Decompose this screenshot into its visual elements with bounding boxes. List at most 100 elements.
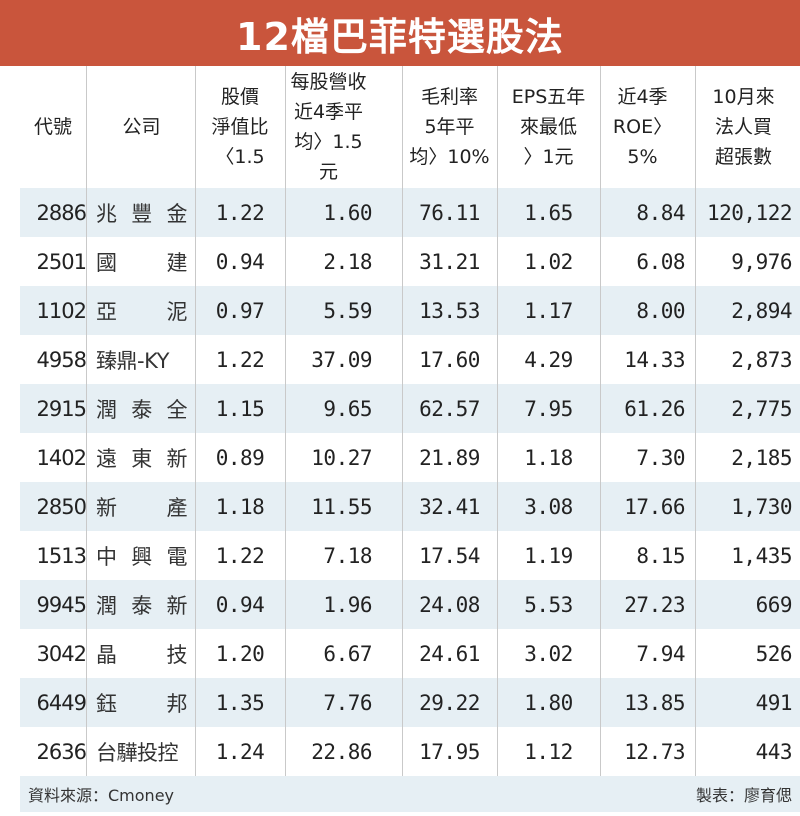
rev-cell: 6.67 <box>323 641 372 666</box>
column-header-code: 代號 <box>33 116 72 138</box>
buy-cell: 2,775 <box>731 396 792 421</box>
gm-cell: 62.57 <box>419 396 480 421</box>
rev-cell: 7.76 <box>323 690 372 715</box>
eps-cell: 4.29 <box>524 347 573 372</box>
roe-cell: 14.33 <box>624 347 685 372</box>
company-name-part: 遠 <box>96 446 117 471</box>
company-name-part: 潤 <box>96 397 117 422</box>
table-row: 2636 台驊投控 1.24 22.86 17.95 1.12 12.73 443 <box>20 727 800 776</box>
table-row: 2501 國建 0.94 2.18 31.21 1.02 6.08 9,976 <box>20 237 800 286</box>
buy-cell: 9,976 <box>731 249 792 274</box>
rev-cell: 11.55 <box>311 494 372 519</box>
column-header-buy: 10月來 法人買 超張數 <box>712 86 775 168</box>
company-name-part: 兆 <box>96 201 117 226</box>
company-name-part: 臻鼎-KY <box>96 348 169 373</box>
pb-cell: 1.22 <box>215 543 265 568</box>
gm-cell: 24.61 <box>419 641 480 666</box>
gm-cell: 29.22 <box>419 690 480 715</box>
company-name-part: 國 <box>96 250 117 275</box>
company-name-part: 新 <box>166 593 188 618</box>
table-row: 2886 兆豐金 1.22 1.60 76.11 1.65 8.84 120,122 <box>20 188 800 237</box>
buy-cell: 1,435 <box>731 543 792 568</box>
code-cell: 4958 <box>36 347 87 372</box>
rev-cell: 22.86 <box>311 739 372 764</box>
roe-cell: 7.30 <box>636 445 685 470</box>
eps-cell: 1.12 <box>524 739 573 764</box>
roe-cell: 17.66 <box>624 494 685 519</box>
eps-cell: 1.18 <box>524 445 573 470</box>
pb-cell: 0.94 <box>215 249 265 274</box>
company-name-part: 台驊投控 <box>96 740 179 765</box>
buy-cell: 2,185 <box>731 445 792 470</box>
rev-cell: 5.59 <box>323 298 372 323</box>
company-name-cell: 鈺邦 <box>86 688 195 718</box>
eps-cell: 3.08 <box>524 494 573 519</box>
eps-cell: 1.65 <box>524 200 573 225</box>
table-row: 6449 鈺邦 1.35 7.76 29.22 1.80 13.85 491 <box>20 678 800 727</box>
gm-cell: 17.95 <box>419 739 480 764</box>
gm-cell: 32.41 <box>419 494 480 519</box>
roe-cell: 61.26 <box>624 396 685 421</box>
code-cell: 6449 <box>36 690 87 715</box>
table-row: 2850 新產 1.18 11.55 32.41 3.08 17.66 1,730 <box>20 482 800 531</box>
company-name-part: 興 <box>131 544 152 569</box>
eps-cell: 1.19 <box>524 543 573 568</box>
buy-cell: 526 <box>755 641 793 666</box>
pb-cell: 1.22 <box>215 200 265 225</box>
company-name-part: 建 <box>166 250 188 275</box>
company-name-cell: 晶技 <box>86 639 195 669</box>
gm-cell: 17.60 <box>419 347 480 372</box>
table-footer: 資料來源：Cmoney 製表：廖育偲 <box>20 776 800 812</box>
pb-cell: 1.18 <box>215 494 265 519</box>
roe-cell: 7.94 <box>636 641 685 666</box>
column-divider <box>285 66 286 776</box>
gm-cell: 21.89 <box>419 445 480 470</box>
company-name-cell: 國建 <box>86 247 195 277</box>
table-row: 2915 潤泰全 1.15 9.65 62.57 7.95 61.26 2,775 <box>20 384 800 433</box>
company-name-part: 亞 <box>96 299 117 324</box>
pb-cell: 1.22 <box>215 347 265 372</box>
rev-cell: 2.18 <box>323 249 372 274</box>
code-cell: 2636 <box>36 739 87 764</box>
stock-table: 代號 公司 股價 淨值比 〈1.5 每股營收 近4季平 均〉1.5元 毛利率 5年平 均… <box>20 66 800 776</box>
roe-cell: 13.85 <box>624 690 685 715</box>
column-header-rev: 每股營收 近4季平 均〉1.5元 <box>290 71 367 183</box>
buy-cell: 443 <box>755 739 793 764</box>
company-name-part: 新 <box>166 446 188 471</box>
roe-cell: 8.00 <box>636 298 685 323</box>
column-divider <box>695 66 696 776</box>
company-name-part: 泰 <box>131 593 152 618</box>
pb-cell: 0.94 <box>215 592 265 617</box>
pb-cell: 1.15 <box>215 396 265 421</box>
roe-cell: 27.23 <box>624 592 685 617</box>
table-header: 代號 公司 股價 淨值比 〈1.5 每股營收 近4季平 均〉1.5元 毛利率 5年平 均… <box>20 66 800 188</box>
page-title: 12檔巴菲特選股法 <box>236 14 564 59</box>
code-cell: 2886 <box>36 200 87 225</box>
column-divider <box>497 66 498 776</box>
column-header-roe: 近4季 ROE〉5% <box>612 86 673 168</box>
company-name-part: 鈺 <box>96 691 117 716</box>
rev-cell: 9.65 <box>323 396 372 421</box>
table-row: 9945 潤泰新 0.94 1.96 24.08 5.53 27.23 669 <box>20 580 800 629</box>
code-cell: 2501 <box>36 249 87 274</box>
company-name-part: 泰 <box>131 397 152 422</box>
code-cell: 1513 <box>36 543 87 568</box>
company-name-part: 泥 <box>166 299 188 324</box>
rev-cell: 1.60 <box>323 200 372 225</box>
company-name-part: 晶 <box>96 642 117 667</box>
table-row: 3042 晶技 1.20 6.67 24.61 3.02 7.94 526 <box>20 629 800 678</box>
company-name-part: 潤 <box>96 593 117 618</box>
company-name-cell: 潤泰全 <box>86 394 195 424</box>
table-body: 2886 兆豐金 1.22 1.60 76.11 1.65 8.84 120,122 2501 國… <box>20 188 800 776</box>
rev-cell: 10.27 <box>311 445 372 470</box>
code-cell: 1102 <box>36 298 87 323</box>
rev-cell: 7.18 <box>323 543 372 568</box>
company-name-part: 金 <box>166 201 188 226</box>
column-header-eps: EPS五年 來最低 〉1元 <box>511 86 586 168</box>
rev-cell: 37.09 <box>311 347 372 372</box>
pb-cell: 1.35 <box>215 690 265 715</box>
column-divider <box>86 66 87 776</box>
buy-cell: 2,894 <box>731 298 792 323</box>
source-note: 資料來源：Cmoney <box>28 786 175 805</box>
buy-cell: 120,122 <box>706 200 793 225</box>
